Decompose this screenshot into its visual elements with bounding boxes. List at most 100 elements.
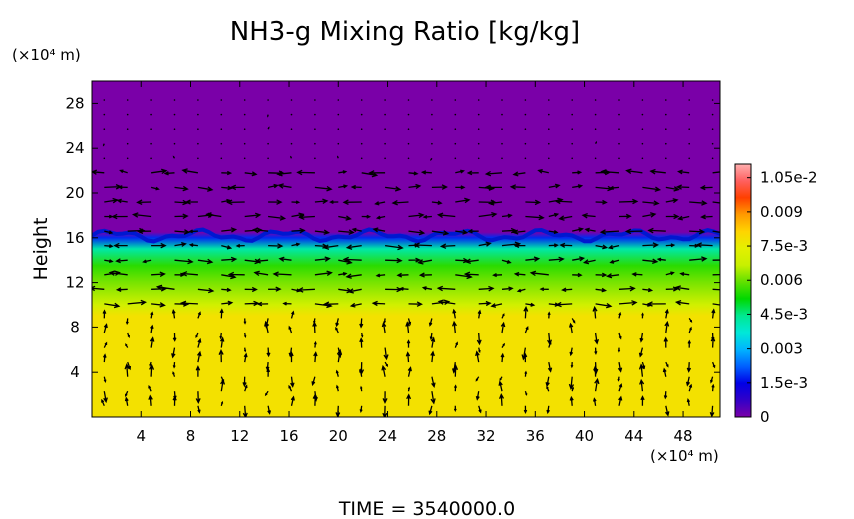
wind-vector xyxy=(338,271,348,276)
wind-vector xyxy=(484,170,503,177)
wind-vector xyxy=(501,313,505,319)
wind-vector xyxy=(384,128,386,130)
wind-vector xyxy=(537,168,549,174)
wind-vector xyxy=(422,214,432,219)
wind-vector xyxy=(688,128,690,130)
wind-vector xyxy=(712,259,720,261)
wind-vector xyxy=(408,183,422,189)
wind-vector xyxy=(594,99,597,101)
wind-vector xyxy=(119,169,128,174)
wind-vector xyxy=(524,326,529,334)
wind-vector xyxy=(665,113,667,116)
wind-vector xyxy=(195,332,199,339)
wind-vector xyxy=(173,99,176,101)
wind-vector xyxy=(548,99,550,101)
wind-vector xyxy=(436,285,456,292)
colorbar-tick-label: 0.006 xyxy=(760,271,803,289)
wind-vector xyxy=(662,367,667,377)
wind-vector xyxy=(205,212,222,218)
wind-vector xyxy=(242,405,248,417)
wind-vector xyxy=(609,259,620,264)
wind-vector xyxy=(677,215,690,221)
wind-vector xyxy=(179,300,198,307)
wind-vector xyxy=(453,405,457,413)
wind-vector xyxy=(277,183,292,189)
wind-vector xyxy=(197,99,199,101)
wind-vector xyxy=(712,230,720,233)
wind-vector xyxy=(220,157,223,160)
x-tick-label: 12 xyxy=(230,427,249,445)
wind-vector xyxy=(314,157,316,160)
wind-vector xyxy=(523,305,529,319)
wind-vector xyxy=(686,398,691,406)
wind-vector xyxy=(290,142,293,145)
wind-vector xyxy=(685,376,691,387)
x-tick-label: 8 xyxy=(186,427,196,445)
wind-vector xyxy=(349,302,362,308)
wind-vector xyxy=(125,390,129,397)
wind-vector xyxy=(381,321,387,334)
wind-vector xyxy=(571,318,576,324)
wind-vector xyxy=(455,169,465,174)
wind-vector xyxy=(335,369,339,377)
wind-vector xyxy=(712,171,720,174)
x-tick-label: 16 xyxy=(279,427,298,445)
wind-vector xyxy=(103,391,108,404)
wind-vector xyxy=(618,383,623,392)
wind-vector xyxy=(282,301,292,306)
wind-vector xyxy=(104,244,114,249)
wind-vector xyxy=(477,99,480,101)
wind-vector xyxy=(501,142,503,145)
wind-vector xyxy=(539,287,549,292)
wind-vector xyxy=(243,347,247,353)
wind-vector xyxy=(599,229,620,235)
wind-vector xyxy=(197,311,201,319)
wind-vector xyxy=(358,362,365,376)
wind-vector xyxy=(268,286,282,292)
wind-vector xyxy=(572,184,584,189)
wind-vector xyxy=(117,185,128,190)
wind-vector xyxy=(675,184,690,190)
wind-vector xyxy=(618,142,620,145)
wind-vector xyxy=(712,201,720,204)
wind-vector xyxy=(221,170,233,176)
wind-vector xyxy=(638,347,644,358)
wind-vector xyxy=(592,397,597,406)
wind-vector xyxy=(451,320,457,334)
wind-vector xyxy=(197,287,215,294)
wind-vector xyxy=(221,244,233,250)
wind-vector xyxy=(478,405,482,414)
wind-vector xyxy=(466,170,479,176)
wind-vector xyxy=(524,157,527,160)
wind-vector xyxy=(555,301,573,308)
wind-vector xyxy=(498,393,505,406)
wind-vector xyxy=(571,113,573,116)
wind-vector xyxy=(173,391,177,400)
wind-vector xyxy=(297,287,315,293)
wind-vector xyxy=(226,199,245,206)
wind-vector xyxy=(513,243,526,248)
wind-vector xyxy=(148,384,152,392)
wind-vector xyxy=(582,259,596,265)
wind-vector xyxy=(594,157,597,160)
wind-vector xyxy=(406,393,412,406)
wind-vector xyxy=(137,228,152,234)
wind-vector xyxy=(195,365,201,377)
wind-vector xyxy=(125,318,129,325)
wind-vector xyxy=(311,376,316,387)
wind-vector xyxy=(711,361,716,369)
wind-vector xyxy=(197,405,201,414)
wind-vector xyxy=(688,326,692,334)
y-tick-label: 16 xyxy=(65,229,84,247)
wind-vector xyxy=(360,332,364,338)
wind-vector xyxy=(665,157,667,160)
wind-vector xyxy=(155,284,175,291)
wind-vector xyxy=(150,113,152,116)
wind-vector xyxy=(150,142,152,145)
wind-vector xyxy=(391,200,409,206)
wind-vector xyxy=(545,376,550,388)
wind-vector xyxy=(314,229,331,235)
wind-vector xyxy=(547,332,553,346)
wind-vector xyxy=(454,142,457,145)
wind-vector xyxy=(467,228,479,234)
